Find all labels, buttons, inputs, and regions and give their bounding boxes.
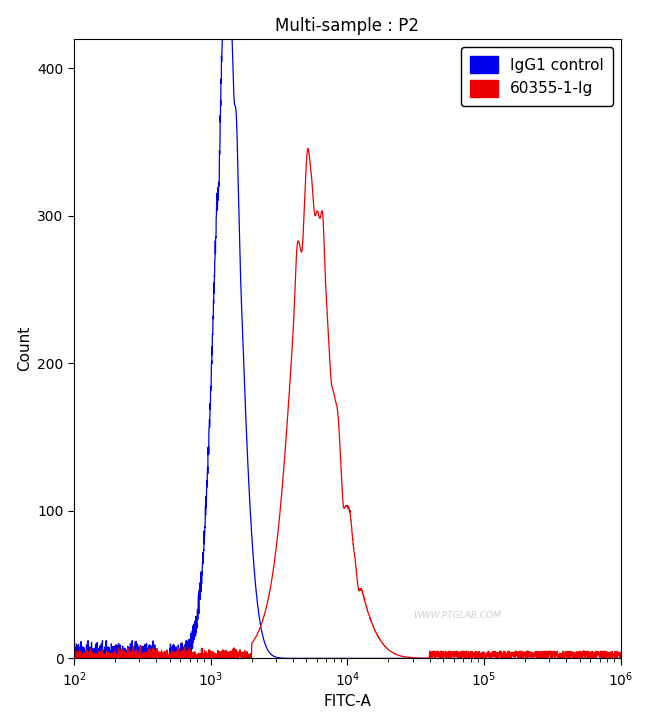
Text: WWW.PTGLAB.COM: WWW.PTGLAB.COM	[413, 611, 500, 619]
Legend: IgG1 control, 60355-1-Ig: IgG1 control, 60355-1-Ig	[462, 46, 613, 107]
Y-axis label: Count: Count	[17, 326, 32, 371]
Title: Multi-sample : P2: Multi-sample : P2	[276, 17, 419, 35]
X-axis label: FITC-A: FITC-A	[324, 694, 371, 709]
